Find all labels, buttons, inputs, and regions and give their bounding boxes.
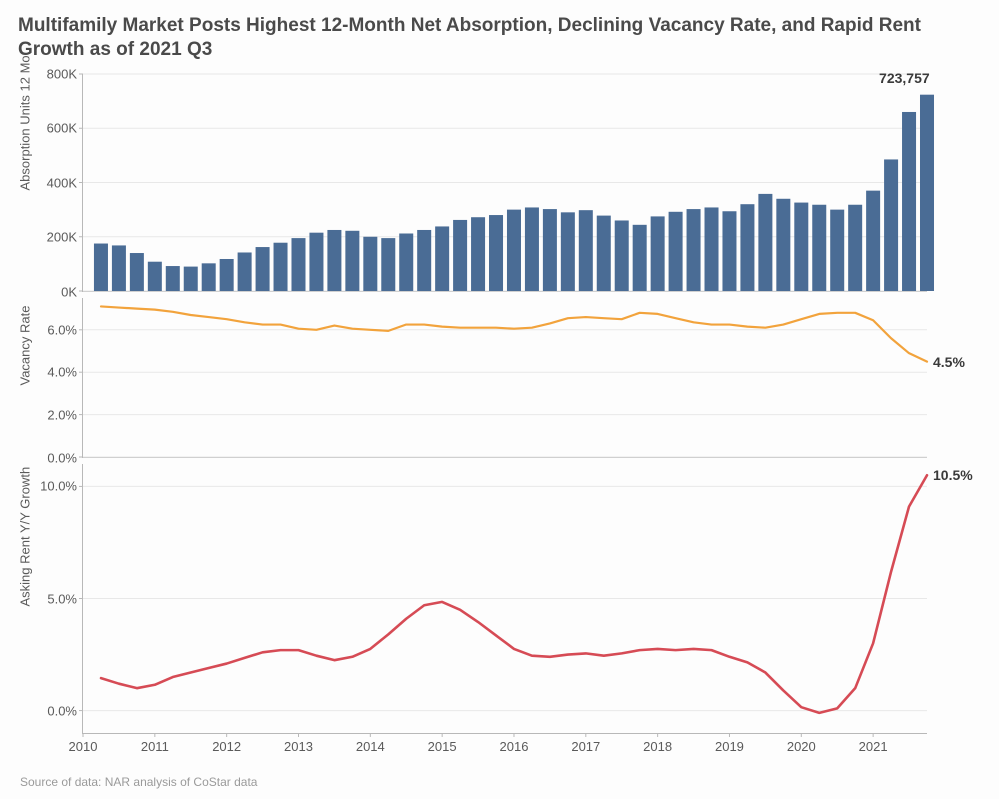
ytick-label: 800K — [47, 66, 83, 81]
rent-subplot: 10.5% 0.0%5.0%10.0%201020112012201320142… — [82, 464, 927, 734]
ytick-label: 200K — [47, 230, 83, 245]
ytick-label: 600K — [47, 121, 83, 136]
vacancy-annotation: 4.5% — [933, 354, 965, 370]
absorption-ylabel: Absorption Units 12 Mo — [18, 176, 33, 190]
ytick-label: 4.0% — [47, 365, 83, 380]
xtick-label: 2018 — [643, 733, 672, 754]
ytick-label: 2.0% — [47, 407, 83, 422]
ytick-label: 0.0% — [47, 450, 83, 465]
xtick-label: 2015 — [428, 733, 457, 754]
xtick-label: 2021 — [859, 733, 888, 754]
absorption-subplot: 723,757 0K200K400K600K800K — [82, 74, 927, 292]
ytick-label: 0K — [61, 284, 83, 299]
xtick-label: 2019 — [715, 733, 744, 754]
xtick-label: 2010 — [69, 733, 98, 754]
ytick-label: 6.0% — [47, 322, 83, 337]
xtick-label: 2012 — [212, 733, 241, 754]
source-text: Source of data: NAR analysis of CoStar d… — [20, 775, 257, 789]
chart-container: Multifamily Market Posts Highest 12-Mont… — [0, 0, 999, 799]
xtick-label: 2017 — [571, 733, 600, 754]
absorption-annotation: 723,757 — [879, 70, 930, 86]
chart-title: Multifamily Market Posts Highest 12-Mont… — [18, 14, 981, 62]
rent-ylabel: Asking Rent Y/Y Growth — [18, 592, 33, 606]
ytick-label: 10.0% — [40, 479, 83, 494]
xtick-label: 2020 — [787, 733, 816, 754]
vacancy-subplot: 4.5% 0.0%2.0%4.0%6.0% — [82, 298, 927, 458]
ytick-label: 400K — [47, 175, 83, 190]
xtick-label: 2011 — [141, 733, 169, 754]
xtick-label: 2014 — [356, 733, 385, 754]
charts-area: 723,757 0K200K400K600K800K Absorption Un… — [18, 74, 981, 762]
ytick-label: 0.0% — [47, 704, 83, 719]
ytick-label: 5.0% — [47, 591, 83, 606]
xtick-label: 2016 — [500, 733, 529, 754]
xtick-label: 2013 — [284, 733, 313, 754]
rent-annotation: 10.5% — [933, 467, 973, 483]
vacancy-ylabel: Vacancy Rate — [18, 371, 33, 385]
